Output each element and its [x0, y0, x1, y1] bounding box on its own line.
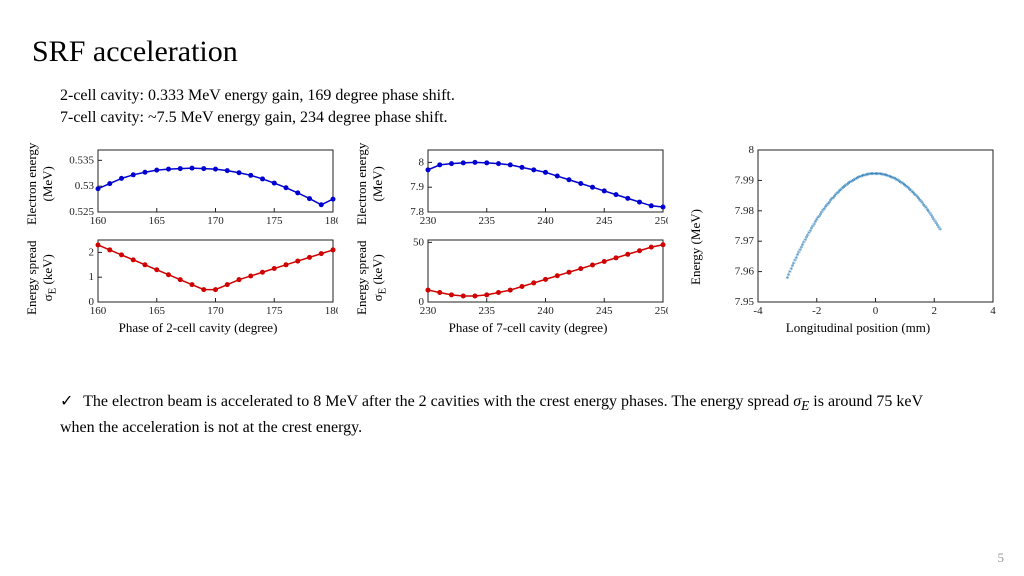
- svg-text:-4: -4: [753, 305, 763, 317]
- svg-text:235: 235: [479, 215, 496, 227]
- xlabel-middle: Phase of 7-cell cavity (degree): [388, 320, 668, 336]
- svg-text:7.99: 7.99: [735, 174, 755, 186]
- ylabel-right: Energy (MeV): [688, 209, 704, 285]
- svg-text:0.535: 0.535: [69, 154, 94, 166]
- svg-text:170: 170: [207, 305, 224, 317]
- svg-text:180: 180: [325, 215, 338, 227]
- subtitle-line2: 7-cell cavity: ~7.5 MeV energy gain, 234…: [60, 109, 448, 126]
- svg-text:165: 165: [149, 305, 166, 317]
- right-column: Energy (MeV) -4 -2 0 2 4 7.95 7.96 7.97 7.98 7.99…: [678, 145, 998, 336]
- svg-text:7.96: 7.96: [735, 266, 755, 278]
- slide-number: 5: [998, 550, 1005, 566]
- svg-text:170: 170: [207, 215, 224, 227]
- svg-text:245: 245: [596, 305, 613, 317]
- svg-text:175: 175: [266, 305, 283, 317]
- chart-top-left: 1601651701751800.5250.530.535: [58, 145, 338, 230]
- svg-text:0: 0: [873, 305, 879, 317]
- svg-text:250: 250: [655, 215, 668, 227]
- svg-text:0: 0: [89, 296, 95, 308]
- svg-text:0: 0: [419, 296, 425, 308]
- chart-bottom-left: 160165170175180012: [58, 235, 338, 320]
- svg-text:240: 240: [537, 305, 554, 317]
- charts-container: Electron energy(MeV) 1601651701751800.52…: [18, 145, 998, 336]
- xlabel-left: Phase of 2-cell cavity (degree): [58, 320, 338, 336]
- subtitle-block: 2-cell cavity: 0.333 MeV energy gain, 16…: [60, 85, 455, 130]
- xlabel-right: Longitudinal position (mm): [718, 320, 998, 336]
- svg-text:7.98: 7.98: [735, 205, 755, 217]
- svg-text:0.53: 0.53: [75, 180, 95, 192]
- subtitle-line1: 2-cell cavity: 0.333 MeV energy gain, 16…: [60, 87, 455, 104]
- svg-text:1: 1: [89, 271, 95, 283]
- ylabel-bm: Energy spreadσE (keV): [354, 241, 389, 315]
- svg-text:245: 245: [596, 215, 613, 227]
- chart-bottom-middle: 230235240245250050: [388, 235, 668, 320]
- svg-text:-2: -2: [812, 305, 821, 317]
- svg-text:175: 175: [266, 215, 283, 227]
- conclusion-prefix: The electron beam is accelerated to 8 Me…: [83, 393, 793, 410]
- conclusion-text: ✓ The electron beam is accelerated to 8 …: [60, 390, 960, 440]
- chart-top-middle: 2302352402452507.87.98: [388, 145, 668, 230]
- svg-text:7.9: 7.9: [410, 181, 424, 193]
- svg-text:7.97: 7.97: [735, 235, 755, 247]
- svg-text:8: 8: [749, 145, 755, 156]
- svg-text:165: 165: [149, 215, 166, 227]
- svg-text:250: 250: [655, 305, 668, 317]
- svg-text:50: 50: [413, 236, 425, 248]
- ylabel-bl: Energy spreadσE (keV): [24, 241, 59, 315]
- svg-text:*: *: [938, 226, 942, 235]
- chart-right: -4-20247.957.967.977.987.998************…: [718, 145, 998, 320]
- svg-text:240: 240: [537, 215, 554, 227]
- left-column: Electron energy(MeV) 1601651701751800.52…: [18, 145, 338, 336]
- check-icon: ✓: [60, 390, 73, 414]
- svg-text:2: 2: [89, 246, 95, 258]
- page-title: SRF acceleration: [32, 35, 238, 69]
- svg-text:235: 235: [479, 305, 496, 317]
- svg-text:8: 8: [419, 156, 425, 168]
- ylabel-tl: Electron energy(MeV): [24, 143, 56, 225]
- svg-text:180: 180: [325, 305, 338, 317]
- svg-text:7.95: 7.95: [735, 296, 755, 308]
- svg-text:4: 4: [990, 305, 996, 317]
- svg-text:0.525: 0.525: [69, 206, 94, 218]
- svg-text:7.8: 7.8: [410, 206, 424, 218]
- ylabel-tm: Electron energy(MeV): [354, 143, 386, 225]
- svg-text:2: 2: [932, 305, 938, 317]
- middle-column: Electron energy(MeV) 2302352402452507.87…: [348, 145, 668, 336]
